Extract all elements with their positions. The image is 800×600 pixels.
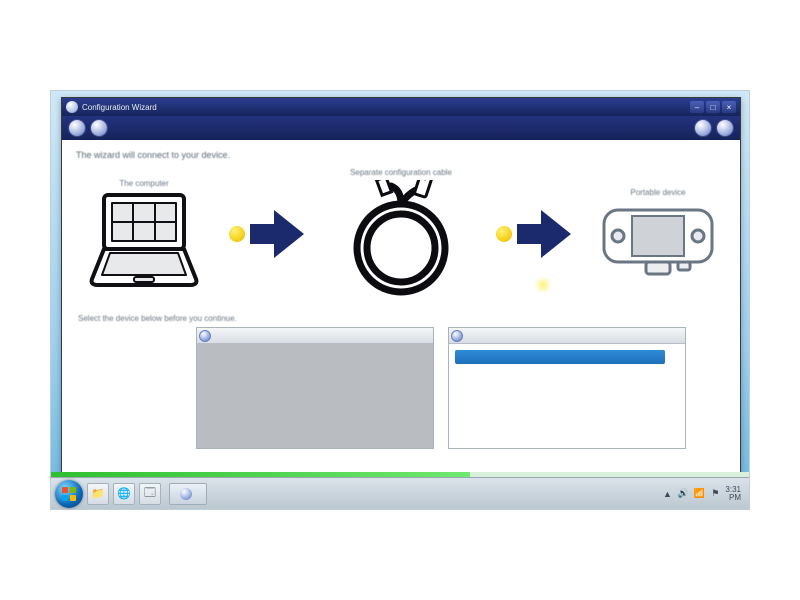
arrow-right-icon — [515, 206, 573, 262]
cursor-highlight — [534, 276, 552, 294]
windows-logo-icon — [62, 487, 76, 501]
maximize-button[interactable]: □ — [706, 101, 720, 113]
intro-text: The wizard will connect to your device. — [76, 150, 726, 160]
taskbar-pin-browser[interactable]: 🌐 — [113, 483, 135, 505]
cable-icon — [331, 180, 471, 300]
system-tray: ▲ 🔊 📶 ⚑ 3:31 PM — [661, 486, 745, 502]
node-computer: The computer — [84, 179, 204, 289]
device-icon — [598, 200, 718, 280]
start-button[interactable] — [55, 480, 83, 508]
toolbar-refresh-button[interactable] — [90, 119, 108, 137]
node-cable: Separate configuration cable — [331, 168, 471, 300]
tray-show-hidden-icon[interactable]: ▲ — [661, 488, 673, 500]
taskbar: 📁 🌐 🗔 ▲ 🔊 📶 ⚑ 3:31 PM — [51, 477, 749, 509]
desktop: Configuration Wizard – □ × The wizard wi… — [50, 90, 750, 510]
instruction-text: Select the device below before you conti… — [78, 314, 726, 323]
app-window: Configuration Wizard – □ × The wizard wi… — [61, 97, 741, 475]
toolbar — [62, 116, 740, 140]
tray-volume-icon[interactable]: 🔊 — [677, 488, 689, 500]
panel-right-header — [449, 328, 685, 344]
laptop-icon — [84, 191, 204, 289]
arrow-1 — [229, 206, 306, 262]
connection-diagram: The computer — [76, 164, 726, 308]
taskbar-pin-window[interactable]: 🗔 — [139, 483, 161, 505]
info-icon — [451, 330, 463, 342]
tray-flag-icon[interactable]: ⚑ — [709, 488, 721, 500]
tray-network-icon[interactable]: 📶 — [693, 488, 705, 500]
app-icon — [66, 101, 78, 113]
tray-clock[interactable]: 3:31 PM — [725, 486, 741, 502]
info-icon — [199, 330, 211, 342]
panel-left[interactable] — [196, 327, 434, 449]
close-button[interactable]: × — [722, 101, 736, 113]
node-device-label: Portable device — [630, 188, 685, 198]
titlebar: Configuration Wizard – □ × — [62, 98, 740, 116]
window-title: Configuration Wizard — [82, 103, 157, 112]
panel-left-header — [197, 328, 433, 344]
taskbar-running-app[interactable] — [169, 483, 207, 505]
minimize-button[interactable]: – — [690, 101, 704, 113]
toolbar-back-button[interactable] — [694, 119, 712, 137]
arrow-2 — [496, 206, 573, 262]
node-cable-label: Separate configuration cable — [350, 168, 452, 178]
toolbar-home-button[interactable] — [68, 119, 86, 137]
dot-icon — [496, 226, 512, 242]
arrow-right-icon — [248, 206, 306, 262]
taskbar-pin-explorer[interactable]: 📁 — [87, 483, 109, 505]
app-icon — [180, 488, 192, 500]
panel-right[interactable] — [448, 327, 686, 449]
node-computer-label: The computer — [119, 179, 168, 189]
tray-date: PM — [725, 494, 741, 502]
node-device: Portable device — [598, 188, 718, 280]
selected-item[interactable] — [455, 350, 665, 364]
panels-row — [76, 327, 726, 449]
dot-icon — [229, 226, 245, 242]
toolbar-next-button[interactable] — [716, 119, 734, 137]
content-area: The wizard will connect to your device. … — [62, 140, 740, 474]
